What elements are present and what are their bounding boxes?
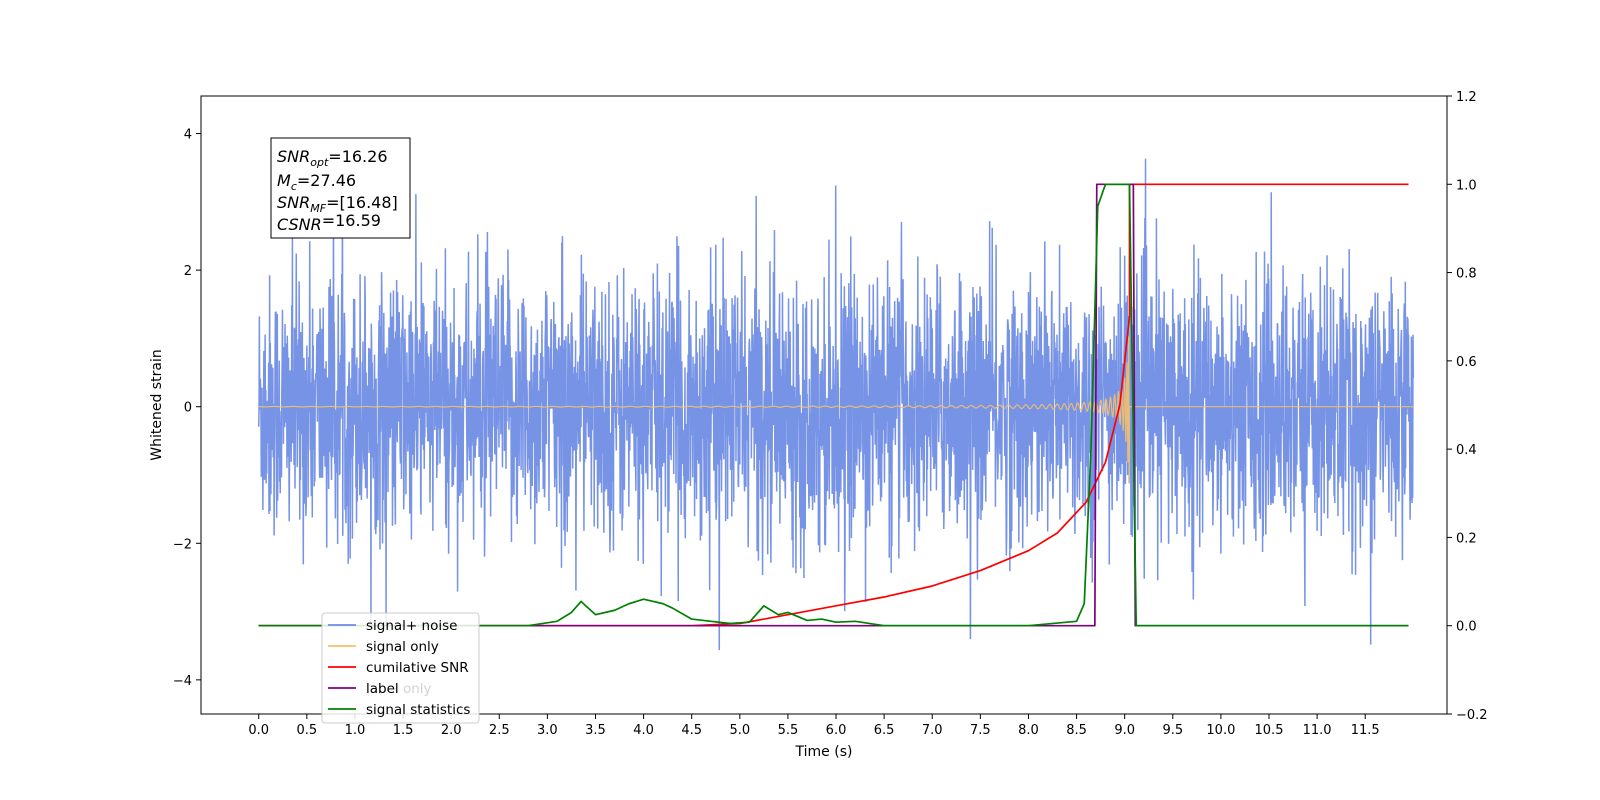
x-tick-label: 10.0 xyxy=(1206,723,1235,738)
x-tick-label: 11.5 xyxy=(1351,723,1380,738)
x-tick-label: 10.5 xyxy=(1255,723,1284,738)
x-tick-label: 2.0 xyxy=(441,723,462,738)
y2-tick-label: 0.0 xyxy=(1456,620,1477,635)
x-axis-label: Time (s) xyxy=(795,744,853,760)
x-tick-label: 0.0 xyxy=(248,723,269,738)
y-tick-label: −4 xyxy=(173,674,192,689)
x-tick-label: 4.5 xyxy=(681,723,702,738)
legend-item-signal-statistics: signal statistics xyxy=(328,702,470,718)
x-tick-label: 5.5 xyxy=(778,723,799,738)
plot-frame xyxy=(200,95,1448,715)
legend-label: cumilative SNR xyxy=(366,660,469,676)
y2-tick-label: 0.4 xyxy=(1456,443,1477,458)
annotation-line-mc: Mc=27.46 xyxy=(277,171,356,193)
series-signal-only-line xyxy=(258,336,1414,484)
series-layer xyxy=(257,158,1415,651)
y2-tick-label: 0.6 xyxy=(1456,355,1477,370)
y-tick-label: 2 xyxy=(184,264,192,279)
legend-hidden-text: label only xyxy=(366,681,432,697)
legend-label: label xyxy=(366,681,399,697)
x-tick-label: 6.0 xyxy=(826,723,847,738)
annotation-line-csnr: CSNR=16.59 xyxy=(277,211,381,234)
x-tick-label: 4.0 xyxy=(633,723,654,738)
legend-label: signal+ noise xyxy=(366,618,457,634)
y2-tick-label: 1.0 xyxy=(1456,178,1477,193)
series-signal-statistics-line xyxy=(258,183,1409,627)
legend-items: signal+ noise signal only cumilative SNR la… xyxy=(328,618,470,718)
legend-label: signal statistics xyxy=(366,702,470,718)
y2-tick-label: 0.2 xyxy=(1456,531,1477,546)
x-tick-label: 3.0 xyxy=(537,723,558,738)
legend-item-label: label xyxy=(328,681,399,697)
series-cumulative-snr-line xyxy=(258,183,1409,627)
legend-frame xyxy=(321,612,480,724)
legend-item-signal-noise: signal+ noise xyxy=(328,618,457,634)
x-axis: 0.0 0.5 1.0 1.5 2.0 2.5 3.0 3.5 4.0 4.5 5.0 5.5 6.0 6… xyxy=(248,714,1380,738)
annotation-line-snr-opt: SNRopt=16.26 xyxy=(277,147,388,169)
y2-tick-label: 0.8 xyxy=(1456,267,1477,282)
x-tick-label: 0.5 xyxy=(296,723,317,738)
x-tick-label: 1.5 xyxy=(393,723,414,738)
y-tick-label: 4 xyxy=(184,128,192,143)
legend-item-signal-only: signal only xyxy=(328,639,439,655)
legend-label: signal only xyxy=(366,639,439,655)
x-tick-label: 8.0 xyxy=(1018,723,1039,738)
y-axis-left: −4 −2 0 2 4 xyxy=(173,128,201,689)
legend-item-cumulative-snr: cumilative SNR xyxy=(328,660,469,676)
y-tick-label: 0 xyxy=(184,401,192,416)
annotation-line-snr-mf: SNRMF=[16.48] xyxy=(277,193,398,215)
x-tick-label: 5.0 xyxy=(729,723,750,738)
y-axis-right: −0.2 0.0 0.2 0.4 0.6 0.8 1.0 1.2 xyxy=(1447,90,1488,723)
x-tick-label: 9.0 xyxy=(1114,723,1135,738)
y-tick-label: −2 xyxy=(173,537,192,552)
metrics-annotation-box: SNRopt=16.26 Mc=27.46 SNRMF=[16.48] CSNR… xyxy=(270,137,411,239)
x-tick-label: 6.5 xyxy=(874,723,895,738)
x-tick-label: 7.0 xyxy=(922,723,943,738)
y2-tick-label: 1.2 xyxy=(1456,90,1477,105)
x-tick-label: 9.5 xyxy=(1162,723,1183,738)
y-axis-label: Whitened strain xyxy=(149,349,165,460)
x-tick-label: 7.5 xyxy=(970,723,991,738)
x-tick-label: 3.5 xyxy=(585,723,606,738)
x-tick-label: 2.5 xyxy=(489,723,510,738)
series-signal-noise-line xyxy=(257,158,1415,651)
legend: label only signal+ noise signal only cumil… xyxy=(321,612,480,724)
y2-tick-label: −0.2 xyxy=(1456,708,1488,723)
x-tick-label: 8.5 xyxy=(1066,723,1087,738)
x-tick-label: 11.0 xyxy=(1303,723,1332,738)
x-tick-label: 1.0 xyxy=(345,723,366,738)
